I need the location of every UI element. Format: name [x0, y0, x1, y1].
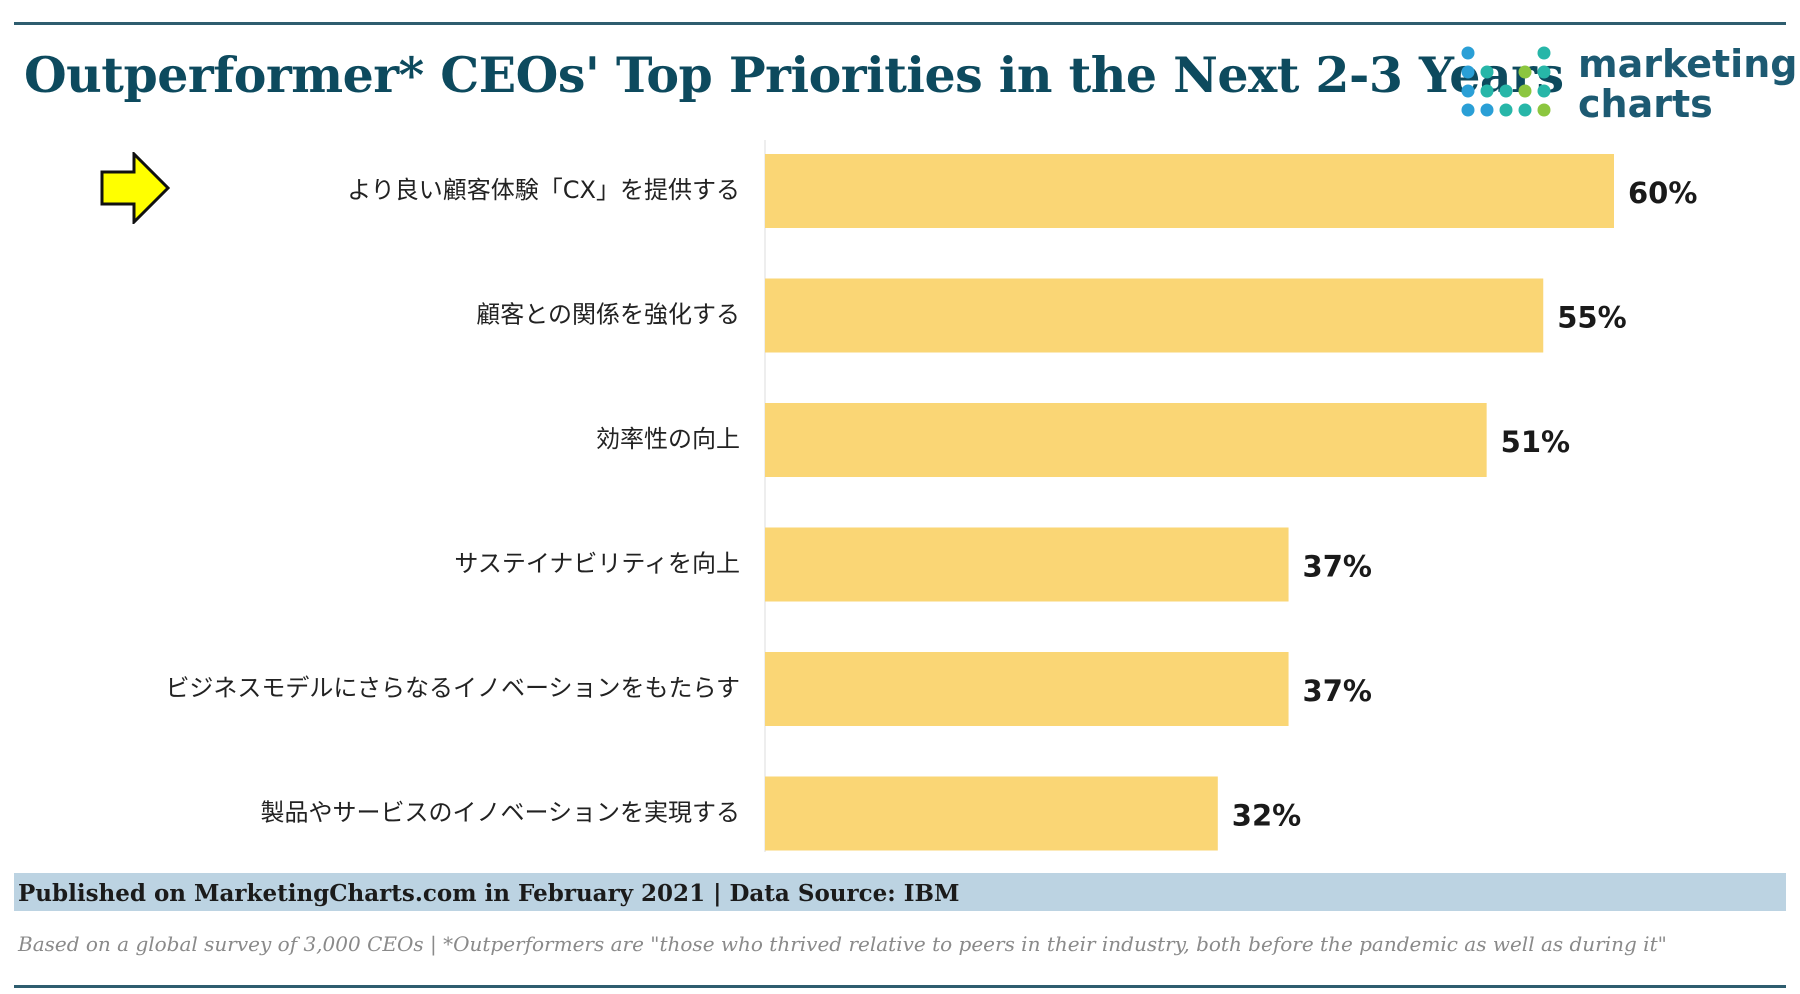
bar	[765, 278, 1544, 353]
logo-dot	[1499, 84, 1513, 98]
logo-dot	[1461, 84, 1475, 98]
footer-note: Based on a global survey of 3,000 CEOs |…	[18, 932, 1667, 956]
logo-dot	[1537, 65, 1551, 79]
footer-published: Published on MarketingCharts.com in Febr…	[18, 880, 960, 907]
bar	[765, 154, 1614, 228]
value-label: 37%	[1303, 550, 1372, 584]
logo-line-2: charts	[1578, 82, 1713, 126]
logo-dot	[1499, 103, 1513, 117]
bar	[765, 403, 1487, 477]
category-label: サステイナビリティを向上	[454, 550, 740, 578]
logo-dot	[1480, 84, 1494, 98]
value-label: 32%	[1232, 799, 1301, 833]
value-label: 55%	[1557, 301, 1626, 335]
logo-dot	[1480, 65, 1494, 79]
logo-dot	[1480, 103, 1494, 117]
category-label: 顧客との関係を強化する	[476, 301, 740, 329]
value-label: 37%	[1303, 674, 1372, 708]
logo-dot	[1461, 46, 1475, 60]
bar	[765, 776, 1218, 851]
top-rule	[14, 22, 1786, 25]
logo-dot	[1537, 46, 1551, 60]
logo-dot	[1518, 103, 1532, 117]
logo-dot	[1518, 65, 1532, 79]
logo-dot	[1537, 103, 1551, 117]
category-label: より良い顧客体験「CX」を提供する	[347, 176, 740, 204]
logo-line-1: marketing	[1578, 42, 1798, 86]
chart-title: Outperformer* CEOs' Top Priorities in th…	[24, 46, 1564, 104]
logo-dot	[1537, 84, 1551, 98]
bar	[765, 527, 1289, 602]
logo-dot	[1461, 65, 1475, 79]
bottom-rule	[14, 985, 1786, 988]
logo-dot	[1461, 103, 1475, 117]
highlight-arrow-icon	[100, 152, 170, 224]
category-label: ビジネスモデルにさらなるイノベーションをもたらす	[165, 674, 740, 702]
category-label: 製品やサービスのイノベーションを実現する	[260, 799, 740, 827]
value-label: 60%	[1628, 176, 1697, 210]
footer-band	[14, 873, 1786, 911]
logo-dot	[1518, 84, 1532, 98]
marketing-charts-logo: marketing charts	[1458, 44, 1797, 134]
value-label: 51%	[1501, 425, 1570, 459]
bar-chart: より良い顧客体験「CX」を提供する 60% 顧客との関係を強化する 55% 効率性の向上…	[165, 140, 1697, 852]
logo-dots-icon	[1461, 46, 1551, 117]
logo-text: marketing charts	[1578, 44, 1797, 124]
bar	[765, 652, 1289, 726]
category-label: 効率性の向上	[596, 425, 740, 453]
